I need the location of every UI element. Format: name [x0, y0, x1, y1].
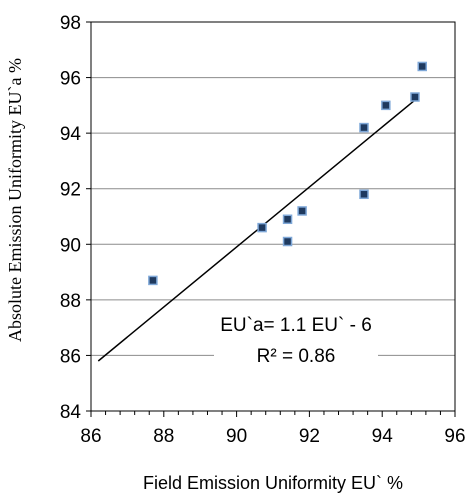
y-tick-label-84: 84	[60, 402, 82, 423]
trendline-equation: EU`a= 1.1 EU` - 6	[220, 315, 372, 336]
data-point-9	[417, 61, 427, 72]
data-points	[148, 61, 427, 286]
data-point-8	[410, 92, 420, 102]
data-point-1	[257, 222, 267, 233]
data-point-4	[297, 206, 307, 216]
y-tick-label-92: 92	[60, 180, 81, 201]
x-tick-label-92: 92	[299, 426, 320, 447]
annotation-box	[214, 303, 378, 375]
data-point-0	[148, 275, 158, 286]
y-tick-label-90: 90	[60, 235, 81, 256]
r-squared-label: R² = 0.86	[257, 346, 336, 367]
y-tick-label-98: 98	[60, 13, 81, 34]
x-tick-label-94: 94	[372, 426, 394, 447]
y-tick-label-88: 88	[60, 291, 81, 312]
data-point-7	[381, 100, 391, 111]
data-point-2	[282, 214, 293, 225]
y-axis-ticks: 84 86 88 90 92 94 96 98	[60, 13, 91, 423]
y-tick-label-86: 86	[60, 346, 81, 367]
data-point-6	[359, 189, 369, 200]
y-axis-label: Absolute Emission Uniformity EU`a %	[5, 58, 25, 342]
x-axis-ticks: 86 88 90 92 94 96	[80, 411, 466, 447]
y-tick-label-96: 96	[60, 69, 81, 90]
x-axis-label: Field Emission Uniformity EU` %	[143, 473, 403, 493]
plot-frame	[90, 21, 456, 412]
data-point-5	[359, 122, 369, 133]
x-tick-label-88: 88	[153, 426, 174, 447]
data-point-3	[282, 236, 293, 247]
x-tick-label-86: 86	[80, 426, 101, 447]
y-tick-label-94: 94	[60, 124, 82, 145]
x-tick-label-90: 90	[226, 426, 247, 447]
grid-lines	[91, 77, 455, 356]
x-tick-label-96: 96	[444, 426, 465, 447]
